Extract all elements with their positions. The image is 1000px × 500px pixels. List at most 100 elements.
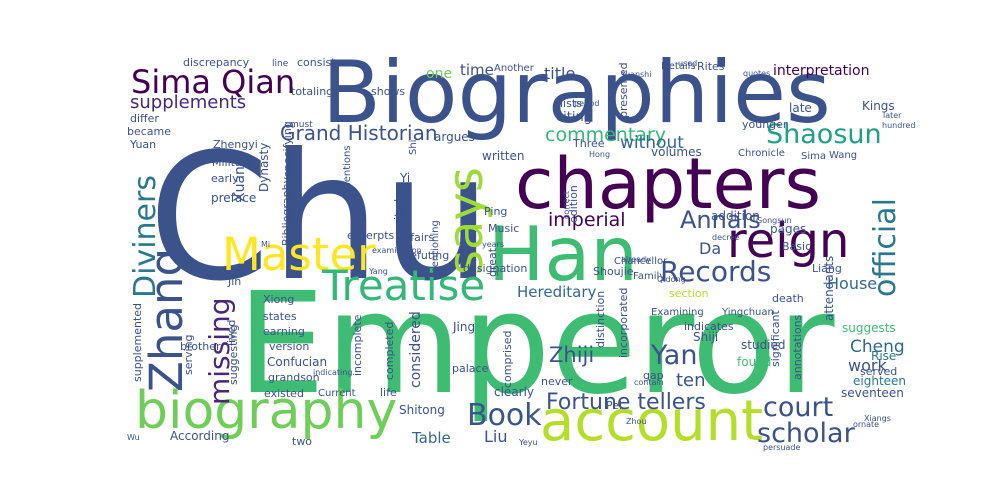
word-distinction: distinction (594, 291, 607, 348)
word-zhiji: Zhiji (549, 343, 594, 367)
word-palace: palace (452, 362, 489, 375)
word-jin: Jin (227, 275, 241, 288)
word-biographies: Biographies (322, 43, 831, 143)
word-yuanshi: Yuanshi (620, 70, 651, 79)
word-considered: considered (408, 311, 424, 388)
word-seventeen: seventeen (841, 386, 904, 400)
word-zhang: Zhang (140, 248, 193, 392)
word-shiji: Shiji (693, 330, 718, 344)
word-rites: Rites (697, 60, 725, 73)
word-already: already (621, 255, 651, 264)
word-cheng: Cheng (850, 337, 905, 357)
word-ju: Ju (399, 190, 411, 204)
word-became: became (127, 125, 171, 138)
word-xuan: Xuan (232, 166, 248, 202)
word-argues: argues (434, 130, 475, 144)
word-reign: reign (727, 213, 849, 269)
word-account: account (540, 389, 763, 454)
word-completed: completed (383, 322, 396, 380)
word-da: Da (699, 239, 721, 258)
word-treatise: Treatise (321, 261, 485, 310)
word-sima: Sima (801, 151, 826, 162)
word-hereditary: Hereditary (517, 283, 597, 301)
word-great: great (486, 247, 499, 277)
word-table: Table (411, 429, 451, 447)
word-liang: Liang (812, 262, 842, 275)
word-details: Details (661, 61, 696, 72)
word-shi: Shi (408, 140, 419, 155)
word-preface: preface (211, 191, 256, 205)
word-found: found (737, 355, 771, 369)
word-section: section (669, 287, 709, 300)
word-court: court (763, 392, 833, 423)
word-rise: Rise (871, 349, 896, 363)
word-examination: examination (372, 246, 422, 255)
word-consists: consists (297, 56, 342, 69)
word-biography: biography (135, 381, 397, 441)
word-yi: Yi (399, 171, 410, 185)
word-wu: Wu (127, 433, 140, 442)
word-incomplete: incomplete (351, 314, 364, 376)
word-grandson: grandson (268, 371, 320, 384)
word-xiangs: Xiangs (864, 414, 891, 423)
word-ten: ten (676, 370, 706, 391)
word-citing: citing (556, 110, 592, 125)
word-kings: Kings (862, 99, 895, 113)
word-emperor: Emperor (237, 263, 835, 426)
word-states: states (263, 310, 297, 323)
word-records: Records (660, 255, 771, 288)
word-annals: Annals (680, 206, 761, 234)
word-according: According (170, 429, 229, 443)
word-yuan: Yuan (129, 138, 156, 151)
word-volumes: volumes (651, 145, 702, 159)
word-two: two (292, 435, 312, 448)
word-version: version (269, 340, 309, 353)
word-late: late (789, 101, 812, 115)
word-yan: Yan (650, 340, 697, 371)
word-interpretation: interpretation (773, 63, 869, 79)
word-studied: studied (741, 338, 786, 352)
word-military: Military (212, 156, 253, 169)
word-scholar: scholar (757, 418, 856, 449)
word-addition: addition (711, 209, 760, 223)
word-incorporated: incorporated (617, 288, 630, 358)
word-another: Another (494, 63, 535, 74)
word-supplemented: supplemented (131, 303, 144, 382)
word-chu: Chu (148, 117, 492, 320)
word-lists: lists (560, 97, 582, 110)
word-line: line (272, 59, 289, 69)
word-says: says (438, 167, 494, 275)
word-sima-qian: Sima Qian (131, 63, 295, 101)
word-hundred: hundred (882, 121, 915, 130)
word-confucian: Confucian (267, 355, 327, 369)
word-dynasty: Dynasty (257, 143, 271, 192)
word-diviners: Diviners (128, 175, 163, 298)
word-decree: decree (712, 233, 739, 242)
word-shaosun: Shaosun (766, 119, 882, 150)
word-yeyu: Yeyu (518, 438, 538, 447)
word-shows: shows (371, 85, 405, 98)
word-yang: Yang (368, 267, 388, 276)
word-used: used (678, 59, 697, 68)
word-early: early (211, 172, 239, 185)
word-correct: correct (562, 191, 571, 219)
word-served: served (860, 365, 897, 378)
word-basic: Basic (782, 240, 811, 253)
word-book: Book (467, 398, 542, 433)
word-bibliography: Bibliography (280, 176, 293, 246)
word-mentions: mentions (342, 145, 353, 192)
word-specifying: specifying (281, 121, 294, 177)
word-mi: Mi (261, 240, 270, 249)
word-family: Family (633, 271, 665, 282)
word-pei: Pei (606, 399, 622, 412)
word-qidong: Qidong (657, 275, 686, 284)
word-grand-historian: Grand Historian (280, 121, 438, 145)
word-music: Music (488, 222, 519, 235)
word-significant: significant (769, 310, 782, 367)
word-three: Three (572, 137, 605, 150)
word-indicating: indicating (313, 368, 352, 377)
word-discrepancy: discrepancy (183, 56, 250, 69)
word-zhengyi: Zhengyi (213, 138, 258, 151)
word-later: later (883, 111, 902, 120)
